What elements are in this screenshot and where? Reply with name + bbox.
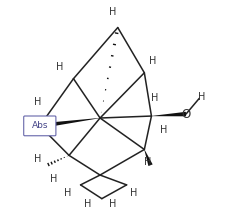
Text: H: H — [108, 199, 116, 209]
Text: H: H — [50, 174, 58, 184]
Text: H: H — [84, 199, 91, 209]
Text: H: H — [197, 92, 204, 102]
Polygon shape — [144, 149, 152, 166]
Text: Abs: Abs — [31, 121, 48, 130]
Text: H: H — [55, 62, 63, 72]
Polygon shape — [151, 112, 185, 116]
Text: H: H — [148, 56, 155, 66]
Text: H: H — [151, 93, 158, 103]
Text: H: H — [34, 154, 42, 164]
Text: O: O — [181, 108, 190, 121]
Text: H: H — [129, 188, 137, 198]
Text: H: H — [34, 97, 42, 107]
Text: H: H — [159, 125, 167, 135]
FancyBboxPatch shape — [24, 116, 56, 136]
Text: H: H — [108, 7, 116, 17]
Polygon shape — [39, 118, 100, 128]
Text: H: H — [64, 188, 72, 198]
Text: H: H — [144, 157, 151, 167]
